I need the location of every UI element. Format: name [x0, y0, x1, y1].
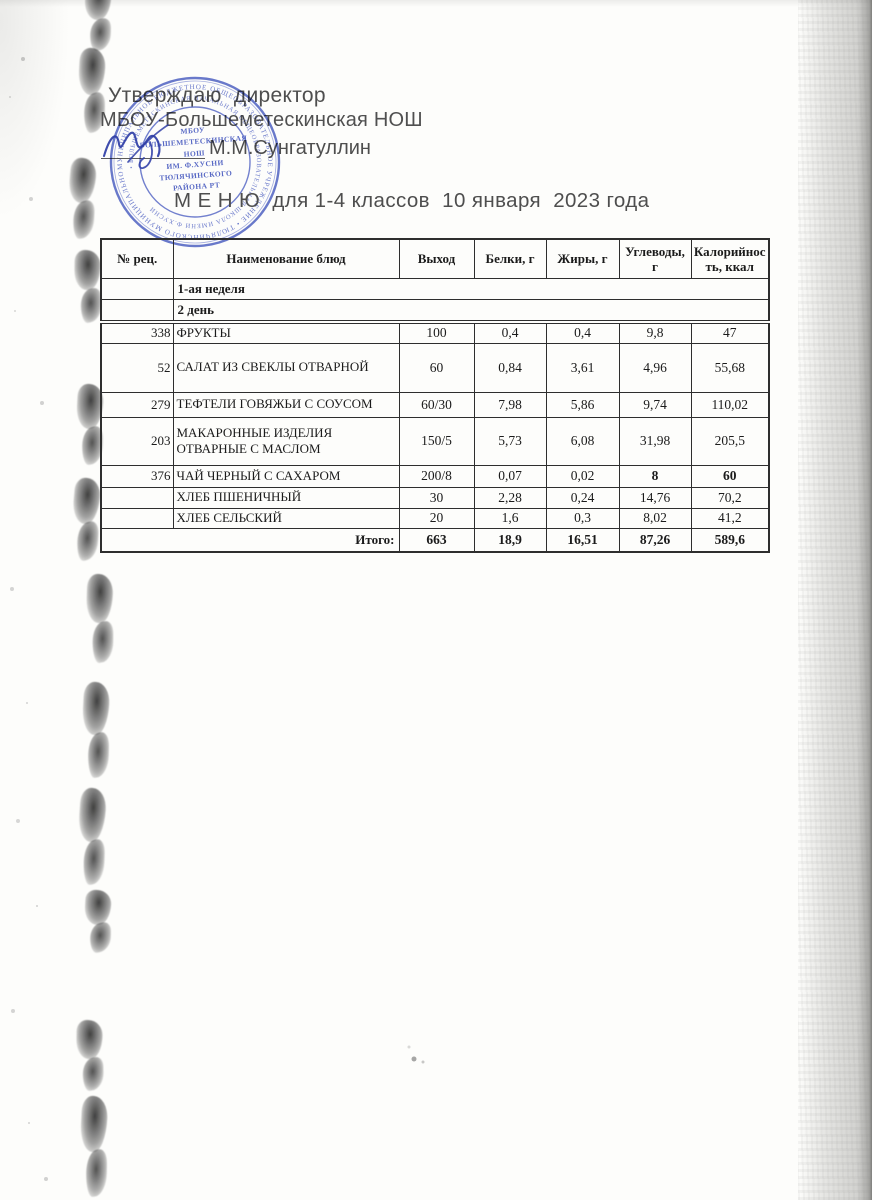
cell-protein: 0,07 [473, 464, 547, 488]
scanner-top-edge [0, 0, 872, 7]
col-header-protein: Белки, г [473, 238, 547, 279]
week-label: 1-ая неделя [172, 278, 770, 300]
signature-line [101, 158, 205, 159]
cell-output: 200/8 [398, 464, 475, 488]
table-row: 376 ЧАЙ ЧЕРНЫЙ С САХАРОМ 200/8 0,07 0,02… [100, 464, 770, 488]
cell-recipe-no [100, 486, 174, 509]
total-label: Итого: [100, 527, 400, 552]
scan-smudge [82, 890, 116, 952]
scan-corner-shading [0, 0, 70, 220]
cell-output: 60 [398, 342, 475, 393]
cell-dish-name: МАКАРОННЫЕ ИЗДЕЛИЯ ОТВАРНЫЕ С МАСЛОМ [172, 416, 400, 466]
week-row: 1-ая неделя [100, 278, 770, 300]
scan-smudge [83, 574, 119, 663]
cell-fat: 3,61 [545, 342, 620, 393]
menu-table: № рец. Наименование блюд Выход Белки, г … [100, 238, 770, 553]
cell-dish-name: ХЛЕБ СЕЛЬСКИЙ [172, 507, 400, 529]
cell-dish-name: ТЕФТЕЛИ ГОВЯЖЬИ С СОУСОМ [172, 391, 400, 418]
cell-dish-name: ФРУКТЫ [172, 321, 400, 344]
col-header-calories: Калорийность, ккал [690, 238, 770, 279]
menu-title: М Е Н Ю для 1-4 классов 10 января 2023 г… [174, 189, 650, 212]
cell-carbs: 4,96 [618, 342, 692, 393]
cell-fat: 0,02 [545, 464, 620, 488]
cell-carbs: 8 [618, 464, 692, 488]
table-row: 52 САЛАТ ИЗ СВЕКЛЫ ОТВАРНОЙ 60 0,84 3,61… [100, 342, 770, 393]
col-header-output: Выход [398, 238, 475, 279]
day-label: 2 день [172, 299, 770, 324]
day-row: 2 день [100, 299, 770, 324]
scan-smudge [78, 1096, 112, 1196]
cell-protein: 2,28 [473, 486, 547, 509]
scan-speckles [0, 0, 2, 2]
cell-protein: 1,6 [473, 507, 547, 529]
total-fat: 16,51 [545, 527, 620, 552]
cell-recipe-no: 376 [100, 464, 174, 488]
table-row: ХЛЕБ СЕЛЬСКИЙ 20 1,6 0,3 8,02 41,2 [100, 507, 770, 529]
table-row: 279 ТЕФТЕЛИ ГОВЯЖЬИ С СОУСОМ 60/30 7,98 … [100, 391, 770, 418]
col-header-fat: Жиры, г [545, 238, 620, 279]
director-signature [102, 124, 169, 169]
cell-carbs: 8,02 [618, 507, 692, 529]
header-row: № рец. Наименование блюд Выход Белки, г … [100, 238, 770, 279]
scan-smudge [82, 0, 116, 50]
cell-fat: 0,3 [545, 507, 620, 529]
cell-calories: 205,5 [690, 416, 770, 466]
cell-carbs: 9,8 [618, 321, 692, 344]
col-header-carbs: Углеводы, г [618, 238, 692, 279]
cell-fat: 5,86 [545, 391, 620, 418]
total-carbs: 87,26 [618, 527, 692, 552]
cell-output: 150/5 [398, 416, 475, 466]
cell-protein: 7,98 [473, 391, 547, 418]
scan-smudge [73, 1019, 109, 1090]
cell-recipe-no: 52 [100, 342, 174, 393]
page-right-edge-shadow [798, 0, 872, 1200]
cell-calories: 70,2 [690, 486, 770, 509]
cell-protein: 5,73 [473, 416, 547, 466]
table-row: ХЛЕБ ПШЕНИЧНЫЙ 30 2,28 0,24 14,76 70,2 [100, 486, 770, 509]
cell-calories: 55,68 [690, 342, 770, 393]
cell-dish-name: САЛАТ ИЗ СВЕКЛЫ ОТВАРНОЙ [172, 342, 400, 393]
cell-carbs: 31,98 [618, 416, 692, 466]
cell-carbs: 9,74 [618, 391, 692, 418]
total-output: 663 [398, 527, 475, 552]
cell-output: 20 [398, 507, 475, 529]
menu-rows: 338 ФРУКТЫ 100 0,4 0,4 9,8 47 52 САЛАТ И… [100, 321, 770, 529]
cell-fat: 6,08 [545, 416, 620, 466]
cell-output: 60/30 [398, 391, 475, 418]
cell-dish-name: ХЛЕБ ПШЕНИЧНЫЙ [172, 486, 400, 509]
stamp-rings: МУНИЦИПАЛЬНОЕ БЮДЖЕТНОЕ ОБЩЕОБРАЗОВАТЕЛЬ… [85, 52, 282, 251]
cell-carbs: 14,76 [618, 486, 692, 509]
cell-output: 100 [398, 321, 475, 344]
cell-recipe-no: 338 [100, 321, 174, 344]
table-row: 203 МАКАРОННЫЕ ИЗДЕЛИЯ ОТВАРНЫЕ С МАСЛОМ… [100, 416, 770, 466]
cell-calories: 60 [690, 464, 770, 488]
school-stamp: МУНИЦИПАЛЬНОЕ БЮДЖЕТНОЕ ОБЩЕОБРАЗОВАТЕЛЬ… [85, 52, 305, 272]
cell-protein: 0,4 [473, 321, 547, 344]
total-row: Итого: 663 18,9 16,51 87,26 589,6 [100, 527, 770, 552]
cell-recipe-no: 279 [100, 391, 174, 418]
cell-recipe-no [100, 507, 174, 529]
cell-calories: 47 [690, 321, 770, 344]
cell-dish-name: ЧАЙ ЧЕРНЫЙ С САХАРОМ [172, 464, 400, 488]
col-header-recipe-no: № рец. [100, 238, 174, 279]
table-row: 338 ФРУКТЫ 100 0,4 0,4 9,8 47 [100, 321, 770, 344]
total-protein: 18,9 [473, 527, 547, 552]
cell-fat: 0,24 [545, 486, 620, 509]
cell-output: 30 [398, 486, 475, 509]
cell-calories: 110,02 [690, 391, 770, 418]
col-header-dish-name: Наименование блюд [172, 238, 400, 279]
total-calories: 589,6 [690, 527, 770, 552]
scan-smudge [80, 682, 114, 777]
cell-fat: 0,4 [545, 321, 620, 344]
scan-smudge [75, 788, 111, 885]
cell-calories: 41,2 [690, 507, 770, 529]
cell-recipe-no: 203 [100, 416, 174, 466]
cell-protein: 0,84 [473, 342, 547, 393]
